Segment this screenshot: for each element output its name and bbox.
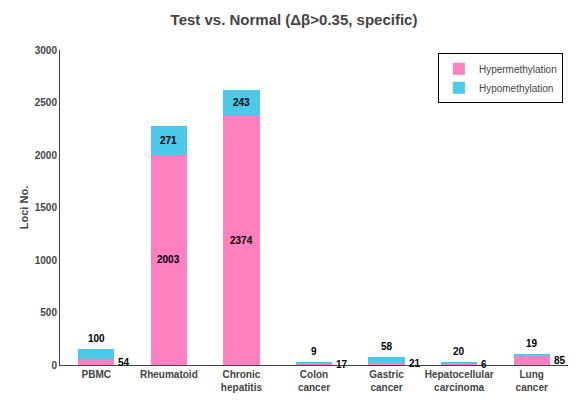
svg-text:Chronichepatitis: Chronichepatitis (221, 369, 263, 393)
svg-text:Rheumatoid: Rheumatoid (140, 369, 198, 380)
svg-text:Lungcancer: Lungcancer (516, 369, 548, 393)
svg-text:Hypermethylation: Hypermethylation (479, 64, 557, 75)
svg-text:3000: 3000 (35, 45, 58, 56)
svg-text:Loci No.: Loci No. (18, 186, 30, 229)
svg-text:271: 271 (160, 135, 177, 146)
svg-text:Hypomethylation: Hypomethylation (479, 83, 553, 94)
svg-text:Coloncancer: Coloncancer (298, 369, 330, 393)
svg-text:100: 100 (88, 333, 105, 344)
svg-text:PBMC: PBMC (82, 369, 111, 380)
svg-text:500: 500 (40, 307, 57, 318)
svg-text:9: 9 (311, 346, 317, 357)
svg-text:20: 20 (453, 346, 465, 357)
svg-text:54: 54 (118, 357, 130, 368)
svg-text:Test vs. Normal (Δβ>0.35, spec: Test vs. Normal (Δβ>0.35, specific) (171, 11, 418, 28)
svg-text:21: 21 (409, 358, 421, 369)
svg-text:Gastriccancer: Gastriccancer (369, 369, 404, 393)
svg-text:Hepatocellularcarcinoma: Hepatocellularcarcinoma (425, 369, 494, 393)
svg-text:19: 19 (526, 338, 538, 349)
svg-text:243: 243 (233, 97, 250, 108)
svg-text:1500: 1500 (35, 202, 58, 213)
svg-text:2000: 2000 (35, 150, 58, 161)
svg-text:2500: 2500 (35, 97, 58, 108)
svg-text:17: 17 (336, 359, 348, 370)
svg-text:2374: 2374 (230, 235, 253, 246)
svg-text:0: 0 (51, 360, 57, 371)
svg-text:85: 85 (554, 355, 566, 366)
svg-text:6: 6 (481, 359, 487, 370)
svg-text:1000: 1000 (35, 255, 58, 266)
svg-text:2003: 2003 (157, 254, 180, 265)
svg-text:58: 58 (381, 341, 393, 352)
